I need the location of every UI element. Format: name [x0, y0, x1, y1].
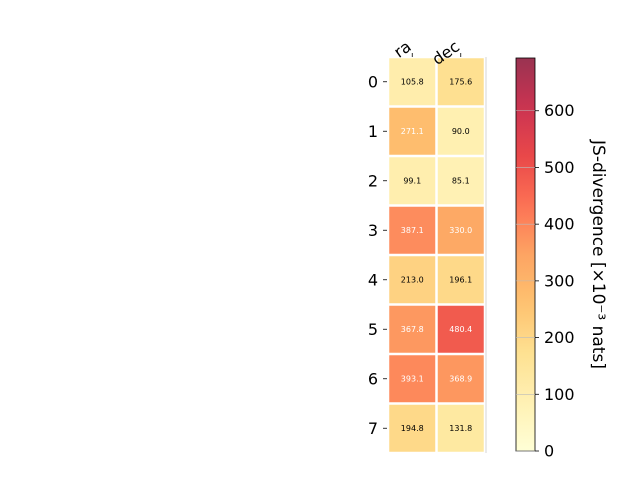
cell-value-label: 480.4: [449, 325, 472, 334]
cell-value-label: 367.8: [401, 325, 424, 334]
row-label: 3: [368, 221, 378, 240]
heatmap-cell: [437, 404, 484, 452]
heatmap-cell: [437, 256, 484, 304]
row-label: 6: [368, 369, 378, 388]
heatmap-cell: [389, 355, 436, 403]
cell-value-label: 330.0: [449, 226, 472, 235]
heatmap-cell: [389, 256, 436, 304]
heatmap-cell: [437, 206, 484, 254]
cell-value-label: 213.0: [401, 275, 424, 284]
cell-value-label: 105.8: [401, 77, 424, 86]
cell-value-label: 175.6: [449, 77, 472, 86]
cell-value-label: 194.8: [401, 424, 424, 433]
heatmap-cell: [389, 157, 436, 205]
heatmap-cell: [389, 58, 436, 106]
cell-value-label: 368.9: [449, 374, 472, 383]
cell-value-label: 196.1: [449, 275, 472, 284]
heatmap-cell: [437, 157, 484, 205]
heatmap-cell: [389, 305, 436, 353]
heatmap-cell: [437, 355, 484, 403]
colorbar: 0 100 200 300 400 500 600 JS-divergence [×10⁻³…: [515, 57, 608, 461]
heatmap-cell: [389, 206, 436, 254]
row-label: 7: [368, 419, 378, 438]
row-label: 0: [368, 72, 378, 91]
column-label: ra: [390, 37, 414, 62]
colorbar-label: JS-divergence [×10⁻³ nats]: [588, 139, 608, 369]
heatmap-cell: [437, 58, 484, 106]
colorbar-gradient: [516, 58, 535, 451]
row-label: 2: [368, 171, 378, 190]
colorbar-tick-label: 600: [544, 101, 575, 120]
row-label: 1: [368, 122, 378, 141]
cell-value-label: 131.8: [449, 424, 472, 433]
colorbar-tick-label: 500: [544, 158, 575, 177]
colorbar-tick-label: 200: [544, 328, 575, 347]
heatmap-cell: [437, 305, 484, 353]
heatmap-cell: [389, 404, 436, 452]
heatmap-cell: [437, 107, 484, 155]
colorbar-tick-label: 300: [544, 271, 575, 290]
cell-value-label: 99.1: [403, 176, 421, 185]
colorbar-tick-label: 400: [544, 215, 575, 234]
row-label: 5: [368, 320, 378, 339]
colorbar-tick-label: 100: [544, 385, 575, 404]
cell-value-label: 90.0: [452, 127, 470, 136]
colorbar-tick-label: 0: [544, 442, 554, 461]
cell-value-label: 271.1: [401, 127, 424, 136]
cell-value-label: 387.1: [401, 226, 424, 235]
heatmap-cell: [389, 107, 436, 155]
row-label: 4: [368, 270, 378, 289]
cell-value-label: 393.1: [401, 374, 424, 383]
cell-value-label: 85.1: [452, 176, 470, 185]
